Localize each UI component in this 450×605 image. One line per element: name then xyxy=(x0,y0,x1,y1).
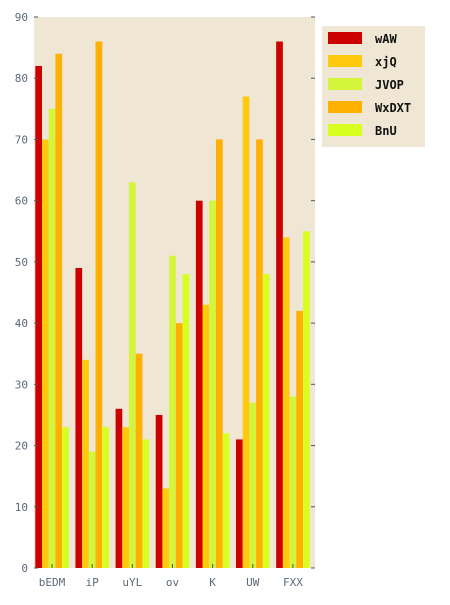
y-tick-label: 10 xyxy=(15,501,28,514)
y-tick-label: 80 xyxy=(15,72,28,85)
y-tick-label: 60 xyxy=(15,195,28,208)
bar-xjQ-UW xyxy=(242,96,250,568)
bar-WxDXT-uYL xyxy=(135,353,143,568)
y-tick-label: 40 xyxy=(15,317,28,330)
bar-WxDXT-K xyxy=(215,139,223,568)
bar-JVOP-UW xyxy=(249,402,257,568)
bar-JVOP-K xyxy=(209,200,216,569)
bar-WxDXT-UW xyxy=(256,139,263,568)
bar-wAW-iP xyxy=(75,268,83,568)
bar-WxDXT-bEDM xyxy=(55,53,63,569)
bar-BnU-ov xyxy=(182,274,190,568)
bar-BnU-K xyxy=(222,433,230,568)
y-tick-label: 0 xyxy=(21,562,28,575)
y-tick-label: 20 xyxy=(15,440,28,453)
legend: wAW xjQ JVOP WxDXT BnU xyxy=(322,26,425,147)
bar-wAW-UW xyxy=(236,439,243,568)
legend-swatch-BnU xyxy=(328,124,362,136)
bar-WxDXT-iP xyxy=(95,41,103,569)
bar-BnU-uYL xyxy=(142,439,150,568)
x-tick-label: bEDM xyxy=(39,576,66,589)
y-tick-label: 70 xyxy=(15,133,28,146)
bar-xjQ-bEDM xyxy=(42,139,49,568)
bars-group xyxy=(35,41,310,569)
bar-xjQ-iP xyxy=(82,359,89,568)
bar-WxDXT-FXX xyxy=(296,310,303,568)
x-tick-label: FXX xyxy=(283,576,303,589)
y-tick-label: 30 xyxy=(15,378,28,391)
x-axis: bEDM iP uYL ov K UW FXX xyxy=(39,564,303,589)
bar-xjQ-ov xyxy=(162,488,170,568)
bar-JVOP-bEDM xyxy=(48,108,56,568)
bar-JVOP-ov xyxy=(169,255,176,568)
legend-label-BnU: BnU xyxy=(375,124,397,138)
legend-label-JVOP: JVOP xyxy=(375,78,404,92)
x-tick-label: uYL xyxy=(122,576,142,589)
bar-wAW-ov xyxy=(155,414,163,568)
legend-swatch-wAW xyxy=(328,32,362,44)
bar-wAW-K xyxy=(195,200,203,569)
y-axis: 0 10 20 30 40 50 60 70 80 90 xyxy=(15,11,315,575)
bar-xjQ-FXX xyxy=(282,237,290,568)
legend-swatch-WxDXT xyxy=(328,101,362,113)
legend-label-xjQ: xjQ xyxy=(375,55,397,69)
y-tick-label: 90 xyxy=(15,11,28,24)
x-tick-label: iP xyxy=(86,576,100,589)
x-tick-label: UW xyxy=(246,576,260,589)
x-tick-label: K xyxy=(209,576,216,589)
bar-wAW-FXX xyxy=(276,41,283,569)
bar-BnU-iP xyxy=(102,427,109,568)
bar-wAW-uYL xyxy=(115,408,123,568)
legend-swatch-xjQ xyxy=(328,55,362,67)
bar-JVOP-uYL xyxy=(128,182,136,569)
legend-label-WxDXT: WxDXT xyxy=(375,101,411,115)
bar-WxDXT-ov xyxy=(175,323,183,568)
legend-swatch-JVOP xyxy=(328,78,362,90)
legend-label-wAW: wAW xyxy=(375,32,397,46)
bar-JVOP-FXX xyxy=(289,396,297,568)
y-tick-label: 50 xyxy=(15,256,28,269)
bar-xjQ-K xyxy=(202,304,210,568)
bar-JVOP-iP xyxy=(88,451,96,568)
bar-BnU-UW xyxy=(262,274,270,568)
bar-xjQ-uYL xyxy=(122,427,129,568)
bar-BnU-bEDM xyxy=(62,427,69,568)
x-tick-label: ov xyxy=(166,576,180,589)
bar-wAW-bEDM xyxy=(35,65,42,568)
bar-BnU-FXX xyxy=(302,231,310,568)
